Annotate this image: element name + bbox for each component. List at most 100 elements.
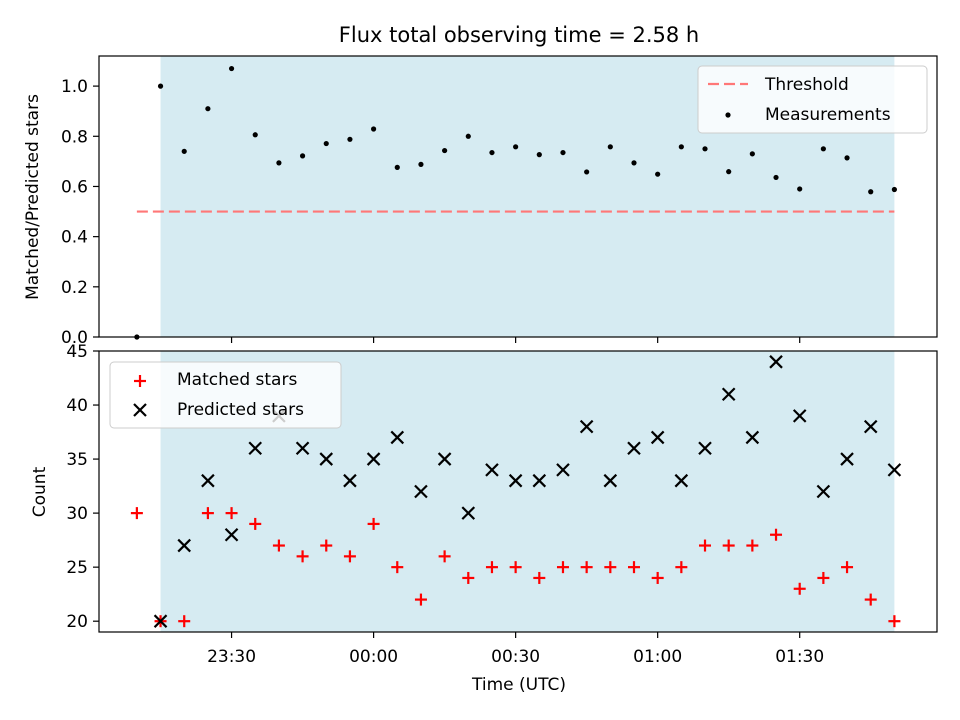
predicted-star-point [201, 473, 215, 488]
bottom-panel: 20 25 30 35 40 45 23:30 00:00 00:30 01:00 01:30 C… [30, 342, 938, 695]
matched-star-point [438, 550, 451, 563]
chart-title: Flux total observing time = 2.58 h [339, 23, 699, 47]
measurement-point [655, 171, 661, 177]
predicted-star-point [769, 355, 783, 369]
top-y-tick-label: 0.6 [61, 177, 88, 197]
matched-star-point [675, 561, 688, 574]
bottom-y-tick-label: 45 [66, 342, 88, 362]
predicted-star-point [319, 452, 334, 466]
measurement-point [370, 126, 377, 132]
matched-star-point [770, 528, 783, 541]
matched-star-point [201, 507, 214, 520]
bottom-x-axis-ticks: 23:30 00:00 00:30 01:00 01:30 [207, 632, 824, 667]
measurement-point [726, 169, 732, 175]
measurement-point [749, 151, 755, 157]
matched-star-point [580, 561, 593, 574]
predicted-star-point [177, 538, 191, 553]
measurement-point [536, 152, 542, 158]
matched-star-point [627, 561, 640, 574]
top-panel: 0.0 0.2 0.4 0.6 0.8 1.0 Flux total observing … [23, 23, 938, 348]
predicted-star-point [224, 527, 239, 542]
bottom-y-axis-ticks: 20 25 30 35 40 45 [66, 342, 99, 632]
measurement-point [631, 160, 637, 166]
x-axis-label: Time (UTC) [471, 675, 566, 695]
x-tick-label: 01:30 [775, 647, 824, 667]
matched-star-point [888, 615, 901, 628]
top-y-axis-ticks: 0.0 0.2 0.4 0.6 0.8 1.0 [61, 77, 99, 348]
predicted-star-point [792, 409, 807, 423]
x-tick-label: 00:00 [349, 647, 398, 667]
matched-star-point [178, 615, 191, 628]
matched-star-point [320, 539, 333, 552]
top-y-tick-label: 0.4 [61, 228, 88, 248]
bottom-y-tick-label: 25 [66, 558, 88, 578]
legend-predicted-label: Predicted stars [177, 400, 304, 420]
measurement-point [418, 161, 424, 167]
predicted-star-point [556, 463, 570, 477]
predicted-star-point [508, 473, 523, 488]
legend-measurements-swatch [725, 112, 731, 118]
measurement-point [584, 169, 590, 175]
predicted-star-point [745, 430, 760, 445]
matched-star-point [864, 593, 877, 606]
measurement-point [560, 149, 566, 156]
bottom-y-tick-label: 35 [66, 450, 88, 470]
predicted-star-point [153, 614, 168, 628]
top-x-axis-ticks [230, 337, 801, 343]
predicted-star-point [579, 419, 594, 434]
measurement-point [276, 160, 282, 166]
bottom-axes-frame [98, 350, 938, 633]
matched-star-point [793, 582, 806, 595]
measurement-point [607, 144, 613, 150]
top-axes-frame [98, 55, 938, 338]
measurement-point [181, 148, 187, 154]
measurement-point [773, 174, 779, 181]
measurement-point [844, 155, 850, 161]
bottom-y-tick-label: 20 [66, 612, 88, 632]
predicted-star-point [721, 387, 736, 402]
bottom-y-tick-label: 30 [66, 504, 88, 524]
top-legend-box [697, 65, 928, 134]
measurement-point [299, 153, 306, 159]
matched-star-point [746, 539, 759, 552]
matched-star-point [533, 571, 546, 584]
bottom-y-axis-label: Count [30, 466, 50, 517]
measurement-point [347, 136, 353, 142]
matched-star-point [130, 507, 143, 520]
measurement-point [702, 146, 708, 152]
predicted-star-point [840, 452, 854, 466]
top-y-axis-label: Matched/Predicted stars [23, 94, 43, 300]
top-y-tick-label: 0.0 [61, 328, 88, 348]
legend-measurements-label: Measurements [765, 105, 891, 125]
legend-predicted-swatch [133, 403, 147, 417]
predicted-star-point [485, 463, 499, 477]
predicted-star-point [816, 484, 831, 499]
measurement-point [465, 133, 471, 139]
top-y-tick-label: 0.8 [61, 127, 88, 147]
matched-star-point [841, 561, 854, 574]
top-y-tick-label: 0.2 [61, 278, 88, 298]
matched-star-point [817, 571, 830, 584]
predicted-star-point [863, 419, 878, 434]
predicted-star-point [698, 441, 712, 456]
matched-star-point [556, 561, 569, 574]
matched-star-point [225, 507, 238, 520]
matched-star-point [462, 571, 475, 584]
top-legend: Threshold Measurements [697, 65, 928, 134]
predicted-star-point [414, 484, 428, 499]
predicted-star-point [390, 430, 405, 445]
measurement-point [820, 146, 826, 152]
measurement-point [797, 186, 803, 192]
measurement-point [513, 144, 519, 150]
matched-star-point [485, 561, 498, 574]
measurement-point [323, 140, 329, 147]
predicted-star-point [887, 463, 902, 477]
measurement-point [205, 106, 211, 112]
matched-star-point [367, 517, 380, 530]
x-tick-label: 23:30 [207, 647, 256, 667]
x-tick-label: 01:00 [633, 647, 682, 667]
measurement-point [442, 147, 448, 154]
predicted-star-point [248, 441, 263, 456]
matched-star-point [722, 539, 735, 552]
matched-star-point [249, 517, 262, 530]
